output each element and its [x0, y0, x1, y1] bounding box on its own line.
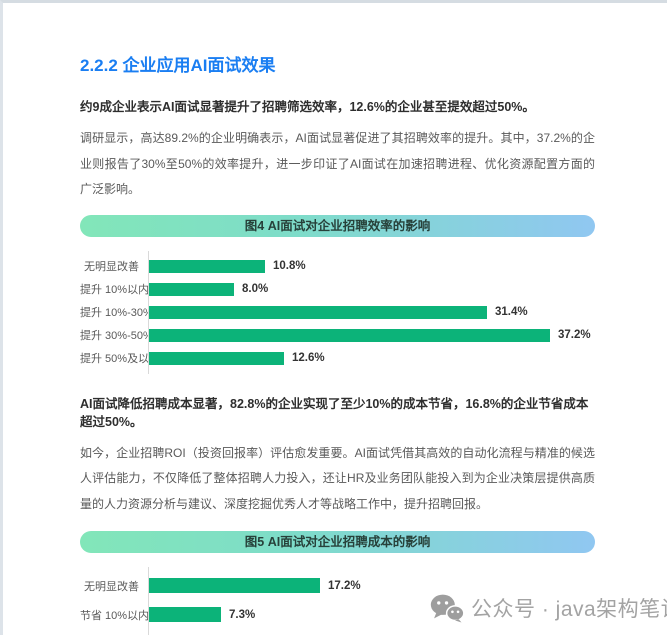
category-label: 提升 10%以内 — [80, 284, 150, 296]
value-label: 17.2% — [328, 579, 361, 592]
bar-area: 7.3% — [148, 607, 595, 622]
figure4-title-banner: 图4 AI面试对企业招聘效率的影响 — [80, 214, 595, 237]
value-label: 31.4% — [495, 306, 528, 318]
figure5-title-banner: 图5 AI面试对企业招聘成本的影响 — [80, 531, 595, 553]
watermark-text: 公众号 · java架构笔记 — [471, 598, 667, 621]
bar — [148, 578, 320, 593]
figure5-bar-chart: 无明显改善 17.2% 节省 10%以内 7.3% 节省 10%-30%39.7%节省 … — [80, 567, 595, 635]
bar — [148, 607, 221, 622]
body-paragraph-efficiency: 调研显示，高达89.2%的企业明确表示，AI面试显著促进了其招聘效率的提升。其中… — [80, 131, 595, 196]
category-label: 提升 30%-50% — [80, 330, 153, 342]
lead-paragraph-cost: AI面试降低招聘成本显著，82.8%的企业实现了至少10%的成本节省，16.8%… — [80, 396, 589, 429]
bar — [148, 282, 234, 296]
bar-area: 31.4% — [148, 305, 595, 319]
value-label: 37.2% — [558, 329, 591, 341]
chart-row: 无明显改善 17.2% — [80, 571, 595, 600]
body-paragraph-cost: 如今，企业招聘ROI（投资回报率）评估愈发重要。AI面试凭借其高效的自动化流程与… — [80, 445, 595, 511]
wechat-icon — [430, 594, 464, 623]
category-label: 提升 10%-30% — [80, 307, 153, 319]
bar — [148, 328, 550, 342]
category-label: 提升 50%及以上 — [80, 353, 161, 365]
bar-area: 8.0% — [148, 282, 595, 296]
page-content: 2.2.2 企业应用AI面试效果 约9成企业表示AI面试显著提升了招聘筛选效率，… — [3, 3, 667, 635]
chart-row: 提升 10%以内 8.0% — [80, 278, 595, 301]
chart-row: 节省 10%-30%39.7% — [80, 629, 595, 635]
category-label: 节省 10%以内 — [80, 609, 150, 622]
bar — [148, 351, 284, 365]
bar-area: 37.2% — [148, 328, 595, 342]
value-label: 7.3% — [229, 608, 256, 621]
bar — [148, 259, 265, 273]
category-label: 无明显改善 — [84, 580, 139, 593]
lead-paragraph-efficiency: 约9成企业表示AI面试显著提升了招聘筛选效率，12.6%的企业甚至提效超过50%… — [80, 100, 535, 114]
bar-area: 12.6% — [148, 351, 595, 365]
value-label: 8.0% — [242, 283, 269, 295]
chart-row: 节省 10%以内 7.3% — [80, 600, 595, 629]
section-title: 2.2.2 企业应用AI面试效果 — [80, 56, 276, 75]
chart-row: 提升 10%-30% 31.4% — [80, 301, 595, 324]
watermark: 公众号 · java架构笔记 — [430, 593, 667, 623]
chart-row: 提升 30%-50% 37.2% — [80, 324, 595, 347]
chart-row: 无明显改善 10.8% — [80, 255, 595, 278]
value-label: 10.8% — [273, 260, 306, 272]
value-label: 12.6% — [292, 352, 325, 364]
figure4-bar-chart: 无明显改善 10.8% 提升 10%以内 8.0% 提升 10%-30% 31.4% 提升 … — [80, 250, 595, 374]
chart-row: 提升 50%及以上 12.6% — [80, 347, 595, 370]
bar — [148, 305, 487, 319]
bar-area: 17.2% — [148, 578, 595, 593]
bar-area: 10.8% — [148, 259, 595, 273]
category-label: 无明显改善 — [84, 261, 139, 273]
